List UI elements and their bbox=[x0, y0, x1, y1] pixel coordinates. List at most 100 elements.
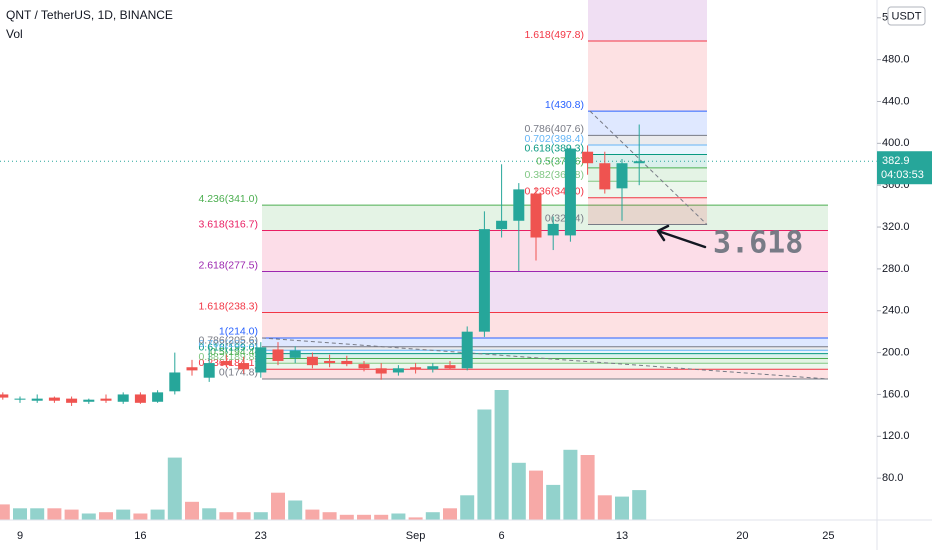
fib-label: 0(174.8) bbox=[219, 367, 258, 379]
volume-bar bbox=[150, 509, 165, 520]
plot-area: 0(174.8)0.236(184.1)0.382(189.8)0.5(194.… bbox=[0, 0, 877, 520]
candle-body bbox=[444, 365, 456, 369]
fib-label: 3.618(316.7) bbox=[198, 218, 258, 230]
volume-bar bbox=[477, 409, 492, 520]
fib-band bbox=[262, 350, 828, 354]
volume-bar bbox=[288, 500, 303, 520]
volume-bar bbox=[563, 449, 578, 520]
fib-label: 0.786(205.6) bbox=[198, 335, 258, 347]
volume-bar bbox=[219, 512, 234, 520]
fib-label: 0(322.4) bbox=[545, 212, 584, 224]
volume-bar bbox=[236, 512, 251, 520]
volume-bar bbox=[185, 501, 199, 520]
candle-body bbox=[564, 148, 576, 236]
last-price-label: 382.9 bbox=[882, 155, 910, 167]
y-tick-label: 240.0 bbox=[882, 305, 910, 317]
volume-bar bbox=[116, 509, 131, 520]
volume-title: Vol bbox=[6, 27, 23, 41]
candle-body bbox=[306, 356, 318, 366]
candle-body bbox=[513, 189, 525, 221]
candle-body bbox=[289, 350, 301, 358]
candle-body bbox=[496, 220, 508, 230]
volume-bar bbox=[133, 513, 148, 520]
y-tick-label: 320.0 bbox=[882, 221, 910, 233]
x-tick-label: Sep bbox=[406, 530, 426, 542]
fib-band bbox=[262, 363, 828, 370]
candle-body bbox=[358, 364, 370, 369]
volume-bar bbox=[408, 517, 423, 520]
candle-body bbox=[134, 394, 146, 403]
fib-trend bbox=[261, 337, 829, 380]
annotation: 3.618 bbox=[713, 226, 803, 261]
candle-body bbox=[375, 368, 387, 374]
candle-body bbox=[478, 229, 490, 332]
x-tick-label: 16 bbox=[134, 530, 146, 542]
volume-bar bbox=[322, 512, 337, 520]
fib-band bbox=[588, 197, 707, 225]
volume-bar bbox=[30, 508, 45, 520]
volume-bar bbox=[167, 457, 182, 520]
x-tick-label: 25 bbox=[822, 530, 834, 542]
fib-trend bbox=[589, 110, 708, 225]
candle-body bbox=[100, 398, 112, 401]
candle-body bbox=[169, 372, 181, 392]
x-tick-label: 13 bbox=[616, 530, 628, 542]
currency-badge[interactable] bbox=[887, 6, 926, 26]
candle-body bbox=[427, 366, 439, 370]
candle-body bbox=[616, 163, 628, 189]
volume-bar bbox=[425, 512, 440, 520]
candle-body bbox=[117, 394, 129, 402]
x-tick-label: 23 bbox=[255, 530, 267, 542]
last-price-badge bbox=[877, 151, 932, 185]
volume-bar bbox=[632, 490, 647, 520]
candle-body bbox=[599, 163, 611, 190]
volume-bar bbox=[271, 492, 285, 520]
candle-body bbox=[547, 223, 559, 236]
candle-body bbox=[392, 368, 404, 373]
y-tick-label: 280.0 bbox=[882, 263, 910, 275]
candle-body bbox=[582, 151, 594, 164]
currency-label[interactable]: USDT bbox=[892, 10, 922, 22]
volume-bar bbox=[202, 508, 217, 520]
volume-bar bbox=[99, 512, 113, 520]
fib-label: 0.618(199.0) bbox=[198, 341, 258, 353]
annotation-arrow bbox=[656, 224, 707, 249]
y-tick-label: 120.0 bbox=[882, 430, 910, 442]
volume-bar bbox=[615, 496, 629, 520]
candle-body bbox=[220, 360, 232, 366]
volume-bar bbox=[597, 495, 612, 520]
volume-bar bbox=[529, 470, 543, 520]
fib-band bbox=[588, 41, 707, 112]
volume-bar bbox=[339, 514, 354, 520]
candle-body bbox=[203, 363, 215, 378]
fib-band bbox=[262, 358, 828, 364]
y-tick-label: 440.0 bbox=[882, 95, 910, 107]
fib-label: 1.618(238.3) bbox=[198, 300, 258, 312]
x-tick-label: 9 bbox=[17, 530, 23, 542]
x-tick-label: 20 bbox=[736, 530, 748, 542]
fib-label: 1(430.8) bbox=[545, 99, 584, 111]
fib-band bbox=[588, 135, 707, 146]
volume-bar bbox=[13, 508, 27, 520]
candle-body bbox=[186, 367, 198, 371]
volume-bar bbox=[374, 514, 389, 520]
countdown-label: 04:03:53 bbox=[881, 169, 924, 181]
candle-body bbox=[255, 347, 267, 373]
y-tick-label: 160.0 bbox=[882, 388, 910, 400]
candle-body bbox=[0, 394, 9, 398]
chart-title: QNT / TetherUS, 1D, BINANCE bbox=[6, 8, 173, 22]
candle-body bbox=[272, 349, 284, 361]
volume-bar bbox=[357, 514, 371, 520]
fib-band bbox=[262, 271, 828, 313]
volume-bar bbox=[580, 455, 595, 520]
candle-body bbox=[66, 398, 78, 403]
fib-band bbox=[588, 111, 707, 136]
y-tick-label: 80.0 bbox=[882, 472, 903, 484]
candle-body bbox=[341, 360, 353, 365]
fib-label: 0.702(398.4) bbox=[524, 133, 584, 145]
volume-bar bbox=[47, 508, 62, 520]
fib-band bbox=[262, 205, 828, 231]
volume-bar bbox=[64, 509, 79, 520]
candle-body bbox=[410, 367, 422, 370]
